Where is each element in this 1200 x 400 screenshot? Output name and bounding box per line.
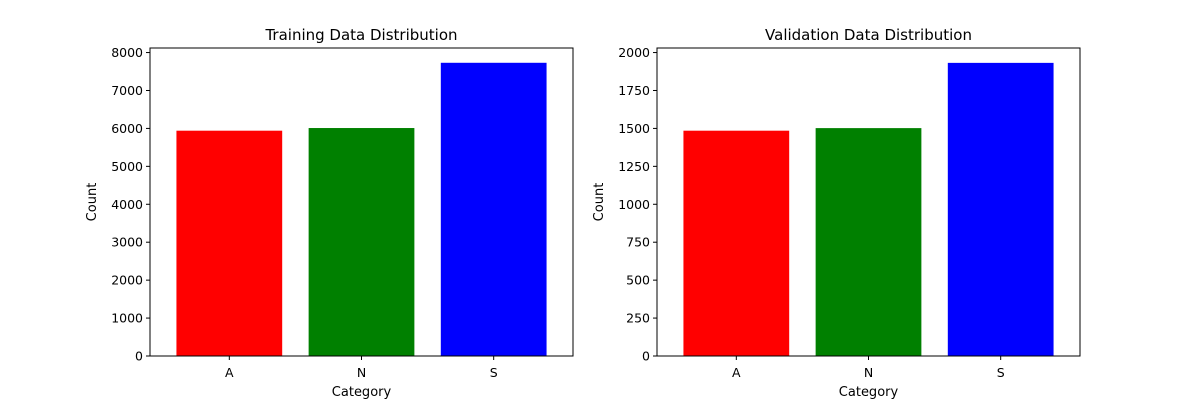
validation-chart-title: Validation Data Distribution xyxy=(765,26,972,44)
training-xtick-label-a: A xyxy=(225,365,234,380)
training-ytick-label-2000: 2000 xyxy=(111,273,143,288)
training-bar-s xyxy=(440,62,547,356)
validation-ytick-label-0: 0 xyxy=(642,349,650,364)
validation-ytick-label-1000: 1000 xyxy=(618,197,650,212)
training-y-axis-label: Count xyxy=(85,183,100,222)
training-ytick-label-7000: 7000 xyxy=(111,83,143,98)
validation-ytick-label-1500: 1500 xyxy=(618,121,650,136)
training-ytick-label-8000: 8000 xyxy=(111,45,143,60)
training-bar-a xyxy=(176,130,283,356)
training-xtick-label-s: S xyxy=(490,365,498,380)
training-x-axis-label: Category xyxy=(332,385,392,400)
validation-bar-s xyxy=(947,62,1054,357)
training-ytick-label-1000: 1000 xyxy=(111,311,143,326)
validation-xtick-label-n: N xyxy=(864,365,873,380)
validation-bar-a xyxy=(683,130,790,356)
training-bar-n xyxy=(308,128,415,356)
validation-chart: A N S 0 250 500 750 1000 1250 1500 1750 2000 Validat… xyxy=(592,26,1081,400)
validation-xtick-label-s: S xyxy=(997,365,1005,380)
validation-ytick-label-750: 750 xyxy=(626,235,650,250)
validation-bar-n xyxy=(815,128,922,356)
training-ytick-label-5000: 5000 xyxy=(111,159,143,174)
validation-ytick-label-250: 250 xyxy=(626,311,650,326)
validation-ytick-label-500: 500 xyxy=(626,273,650,288)
training-ytick-label-4000: 4000 xyxy=(111,197,143,212)
validation-ytick-label-1250: 1250 xyxy=(618,159,650,174)
training-xtick-label-n: N xyxy=(357,365,366,380)
validation-ytick-label-1750: 1750 xyxy=(618,83,650,98)
validation-xtick-label-a: A xyxy=(732,365,741,380)
training-chart: A N S 0 1000 2000 3000 4000 5000 6000 7000 8000 Trai… xyxy=(85,26,574,400)
training-ytick-label-6000: 6000 xyxy=(111,121,143,136)
training-chart-title: Training Data Distribution xyxy=(264,26,457,44)
training-ytick-label-3000: 3000 xyxy=(111,235,143,250)
validation-x-axis-label: Category xyxy=(839,385,899,400)
training-ytick-label-0: 0 xyxy=(135,349,143,364)
validation-ytick-label-2000: 2000 xyxy=(618,45,650,60)
validation-y-axis-label: Count xyxy=(592,183,607,222)
